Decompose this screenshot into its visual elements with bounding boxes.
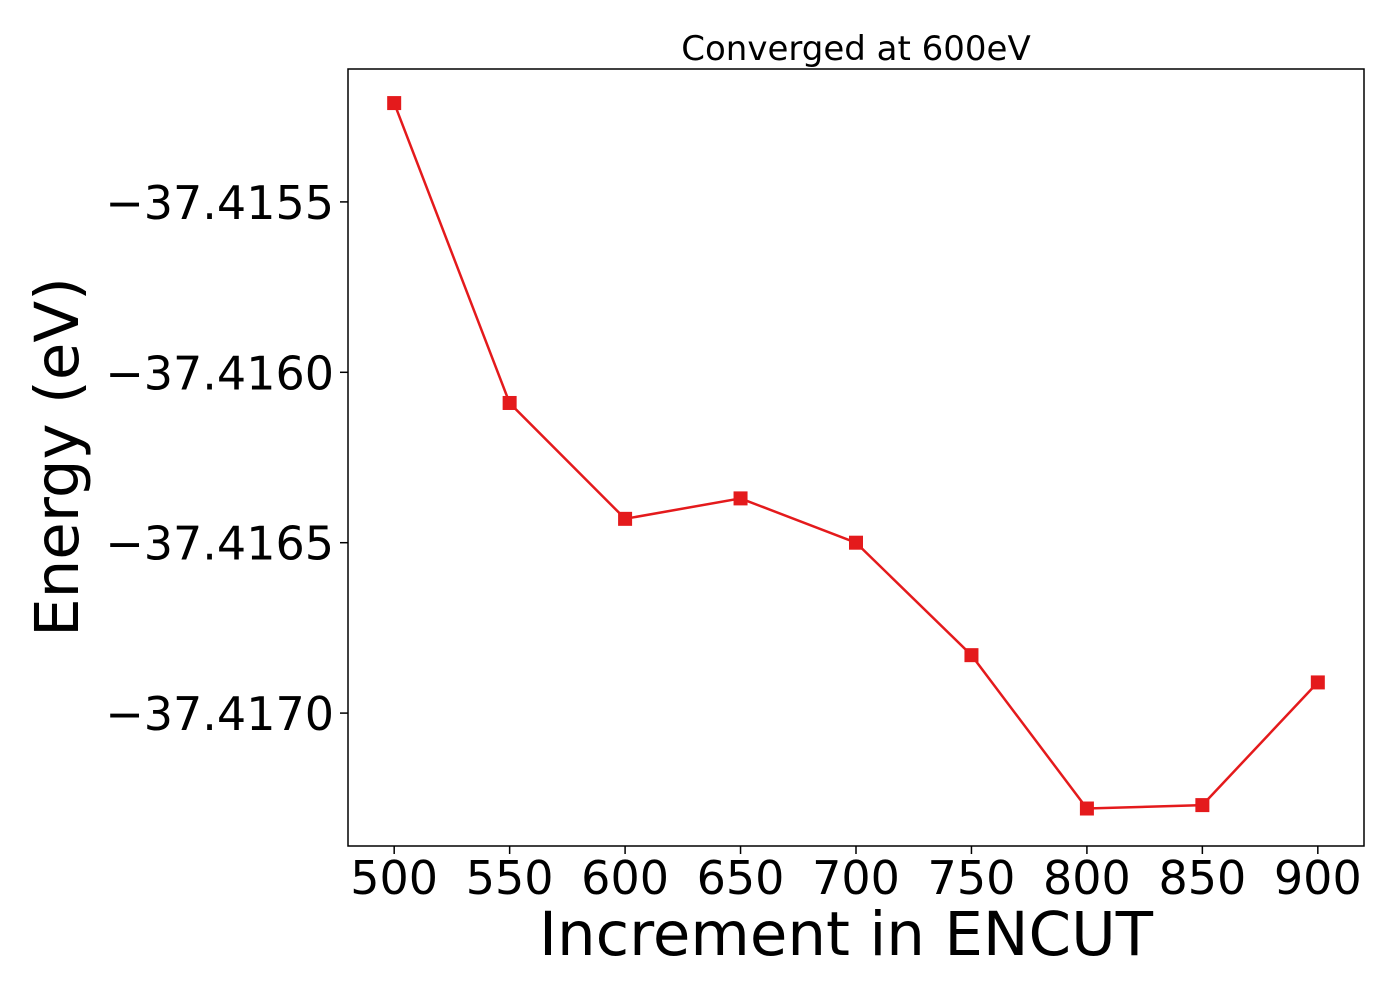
chart-title: Converged at 600eV <box>681 29 1030 69</box>
data-point-marker <box>733 491 748 506</box>
data-point-marker <box>618 511 633 526</box>
data-point-marker <box>964 648 979 663</box>
series-layer <box>387 96 1325 816</box>
x-tick-label: 700 <box>812 851 900 905</box>
x-tick-label: 900 <box>1274 851 1362 905</box>
x-tick-label: 800 <box>1043 851 1131 905</box>
y-tick-label: −37.4170 <box>105 687 334 741</box>
x-axis-label: Increment in ENCUT <box>539 899 1154 970</box>
x-tick-label: 850 <box>1158 851 1246 905</box>
x-tick-label: 550 <box>466 851 554 905</box>
y-axis-label: Energy (eV) <box>22 277 93 637</box>
x-tick-label: 600 <box>581 851 669 905</box>
data-point-marker <box>1079 801 1094 816</box>
x-tick-label: 500 <box>350 851 438 905</box>
data-point-marker <box>387 96 402 111</box>
data-point-marker <box>1195 798 1210 813</box>
x-tick-label: 650 <box>697 851 785 905</box>
data-point-marker <box>849 535 863 550</box>
data-point-marker <box>1310 675 1325 690</box>
x-tick-label: 750 <box>928 851 1016 905</box>
x-axis-ticks: 500 550 600 650 700 750 800 850 900 <box>350 846 1362 905</box>
y-tick-label: −37.4155 <box>105 176 334 230</box>
series-line <box>393 102 1319 810</box>
y-tick-label: −37.4165 <box>105 517 334 571</box>
y-axis-ticks: −37.4155 −37.4160 −37.4165 −37.4170 <box>105 176 348 741</box>
y-tick-label: −37.4160 <box>105 346 334 400</box>
data-point-marker <box>502 395 517 410</box>
plot-area-frame <box>347 68 1365 847</box>
